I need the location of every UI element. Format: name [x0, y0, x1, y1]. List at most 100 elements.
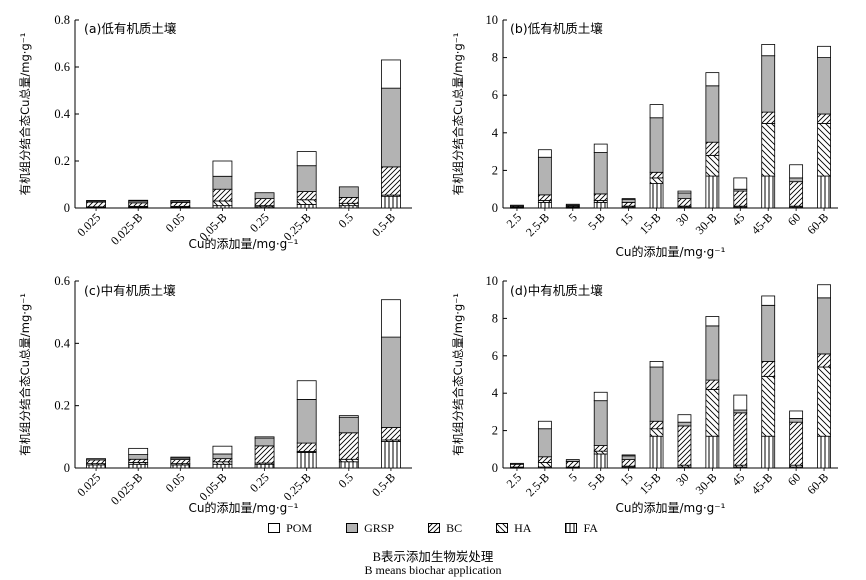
bar-segment-grsp — [510, 204, 524, 207]
bar-segment-bc — [761, 111, 776, 124]
y-tick-label: 6 — [492, 88, 498, 102]
y-axis-label: 有机组分结合态Cu总量/mg·g⁻¹ — [451, 33, 465, 196]
bar-segment-bc — [621, 201, 636, 207]
y-tick-label: 0.2 — [54, 399, 70, 413]
x-tick-label: 30 — [673, 470, 691, 488]
y-tick-label: 0.4 — [54, 336, 70, 350]
y-axis-label: 有机组分结合态Cu总量/mg·g⁻¹ — [18, 293, 32, 456]
x-tick-label: 45 — [729, 470, 747, 488]
bar-segment-bc — [170, 459, 191, 465]
bar-segment-pom — [381, 59, 401, 89]
panel-title: (d)中有机质土壤 — [510, 283, 603, 298]
bar-segment-grsp — [761, 55, 776, 113]
chart-panel-3: 0 0.2 0.4 0.6 0.025 0.025-B 0.05 0.05-B 0.25 0.25… — [18, 274, 412, 515]
bar-segment-pom — [677, 414, 692, 423]
bar-segment-ha — [705, 389, 720, 437]
bar-segment-fa — [817, 435, 831, 469]
bar-segment-pom — [789, 410, 804, 419]
bar-segment-grsp — [789, 177, 804, 183]
bar-segment-pom — [128, 199, 149, 202]
y-tick-label: 4 — [492, 126, 499, 140]
x-tick-label: 0.05 — [163, 470, 188, 495]
bar-segment-bc — [128, 202, 149, 207]
bar-segment-grsp — [338, 416, 359, 434]
bar-segment-pom — [677, 190, 692, 194]
bar-segment-fa — [381, 195, 401, 209]
bar-segment-grsp — [86, 458, 106, 461]
bar-segment-bc — [817, 353, 831, 368]
chart-panel-2: 0 2 4 6 8 10 2.52.5-B 5 5-B 15 15-B 30 30-B 45 45-B 60 6… — [451, 13, 838, 259]
bar-segment-bc — [649, 171, 664, 179]
bar-segment-bc — [381, 427, 401, 441]
bar-segment-pom — [212, 160, 233, 177]
bar-segment-ha — [761, 123, 776, 177]
bar-segment-bc — [789, 181, 804, 207]
legend-item-fa: FA — [565, 521, 598, 536]
x-tick-label: 15 — [617, 470, 635, 488]
x-tick-label: 5-B — [585, 470, 608, 493]
x-tick-label: 0.025-B — [108, 470, 145, 507]
x-tick-label: 30-B — [693, 210, 720, 237]
bar-segment-bc — [677, 198, 692, 207]
bar-segment-bc — [212, 458, 233, 463]
x-tick-label: 0.5 — [335, 210, 356, 231]
x-tick-label: 60 — [785, 470, 803, 488]
bar-segment-ha — [705, 154, 720, 177]
y-tick-label: 0.4 — [54, 107, 70, 121]
bar-segment-grsp — [789, 418, 804, 423]
y-tick-label: 2 — [492, 163, 498, 177]
bar-segment-bc — [621, 459, 636, 467]
y-tick-label: 6 — [492, 349, 498, 363]
chart-panel-1: 00.20.40.60.80.025 0.025-B 0.05 0.05-B 0.25 0… — [18, 13, 412, 251]
x-axis-label: Cu的添加量/mg·g⁻¹ — [616, 500, 726, 515]
legend-swatch-pom — [268, 523, 281, 533]
bar-segment-fa — [593, 453, 608, 469]
bar-segment-fa — [705, 435, 720, 469]
bar-segment-pom — [705, 316, 720, 327]
legend-item-grsp: GRSP — [346, 521, 394, 536]
bar-segment-pom — [817, 284, 831, 299]
x-tick-label: 15-B — [637, 210, 664, 237]
bar-segment-bc — [254, 445, 275, 464]
bar-segment-bc — [338, 197, 359, 204]
bar-segment-bc — [254, 198, 275, 207]
legend-label-pom: POM — [286, 520, 313, 535]
bar-segment-fa — [86, 464, 106, 469]
bar-segment-bc — [565, 461, 580, 468]
y-tick-label: 10 — [486, 13, 499, 27]
y-tick-label: 0 — [64, 461, 70, 475]
panel-title: (a)低有机质土壤 — [84, 21, 177, 36]
chart-panel-4: 0 2 4 6 8 10 2.52.5-B 5 5-B 15 15-B 30 30-B 45 45-B 60 6… — [451, 274, 838, 515]
legend-swatch-ha — [496, 523, 509, 533]
bar-segment-grsp — [128, 454, 149, 460]
bar-segment-bc — [593, 193, 608, 201]
bar-segment-pom — [593, 391, 608, 402]
x-tick-label: 2.5 — [504, 470, 525, 491]
bar-segment-grsp — [296, 165, 317, 192]
bar-segment-pom — [565, 203, 580, 206]
bar-segment-grsp — [510, 462, 524, 465]
bar-segment-grsp — [621, 455, 636, 460]
bar-segment-bc — [817, 113, 831, 124]
y-tick-label: 10 — [486, 274, 499, 288]
bar-segment-ha — [212, 200, 233, 207]
bar-segment-grsp — [296, 399, 317, 444]
bar-segment-pom — [761, 44, 776, 57]
bar-segment-bc — [733, 412, 748, 466]
x-tick-label: 0.05 — [163, 210, 188, 235]
bar-segment-grsp — [381, 87, 401, 168]
x-tick-label: 0.05-B — [196, 470, 229, 503]
bar-segment-grsp — [649, 366, 664, 422]
legend-swatch-fa — [565, 523, 578, 533]
bar-segment-grsp — [537, 428, 552, 458]
bar-segment-bc — [789, 421, 804, 466]
bar-segment-bc — [170, 201, 191, 207]
bar-segment-pom — [621, 198, 636, 200]
legend: POM GRSP BC HA FA — [0, 520, 866, 538]
bar-segment-bc — [128, 458, 149, 463]
y-axis-label: 有机组分结合态Cu总量/mg·g⁻¹ — [18, 33, 32, 196]
bar-segment-fa — [296, 204, 317, 209]
bar-segment-pom — [296, 151, 317, 167]
note-cn: B表示添加生物炭处理 — [372, 550, 494, 564]
x-tick-label: 0.5 — [335, 470, 356, 491]
